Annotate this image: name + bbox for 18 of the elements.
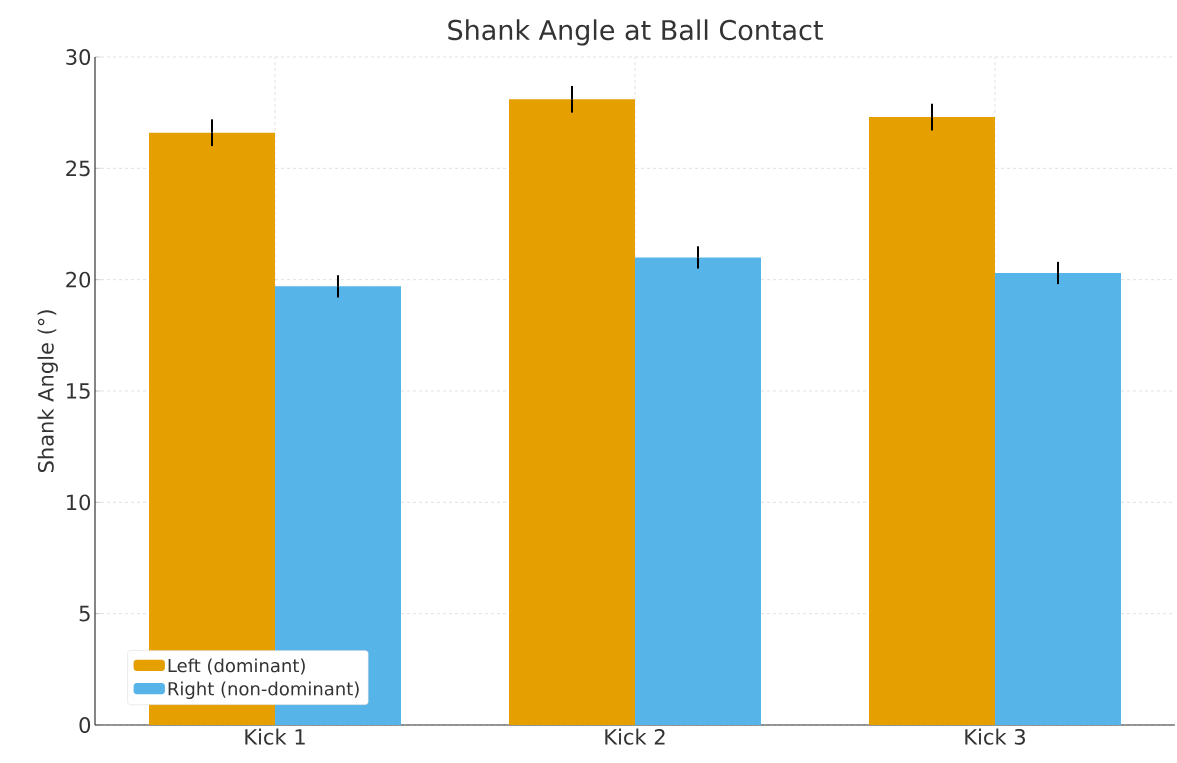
chart-title: Shank Angle at Ball Contact — [448, 19, 823, 46]
x-tick-label: Kick 1 — [245, 728, 305, 745]
y-tick-label: 10 — [67, 494, 91, 511]
bar — [508, 99, 635, 725]
y-tick-label: 20 — [66, 271, 91, 288]
y-axis-title: Shank Angle (°) — [37, 310, 58, 473]
legend-label: Left (dominant) — [168, 658, 305, 675]
legend-label: Right (non-dominant) — [168, 681, 359, 700]
y-tick-label: 30 — [66, 49, 91, 65]
y-tick-label: 0 — [79, 717, 91, 733]
x-tick-label: Kick 3 — [965, 728, 1025, 745]
y-tick-label: 25 — [66, 160, 90, 177]
y-tick-label: 5 — [79, 605, 90, 622]
bar — [634, 257, 761, 725]
bar — [994, 272, 1121, 725]
x-tick-label: Kick 2 — [605, 728, 665, 745]
bar — [868, 117, 995, 725]
y-tick-label: 15 — [67, 383, 90, 399]
